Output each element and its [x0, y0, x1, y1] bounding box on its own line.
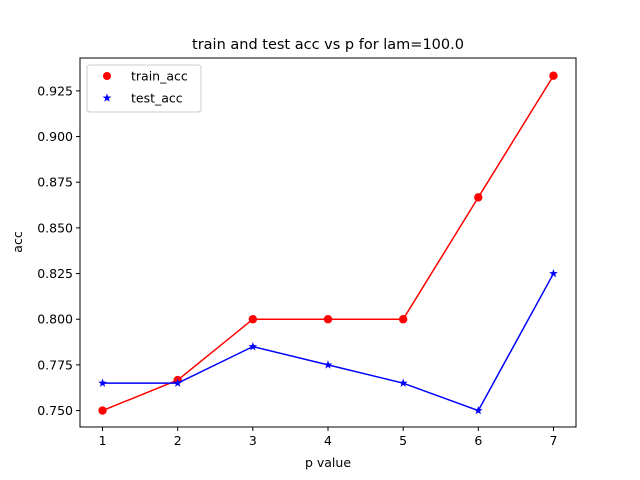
data-point-train-acc — [323, 315, 333, 324]
y-tick-label: 0.875 — [37, 175, 73, 190]
x-tick-label: 4 — [324, 433, 332, 448]
legend: train_acc test_acc — [86, 64, 202, 113]
data-point-test-acc — [173, 378, 183, 387]
data-point-test-acc — [323, 360, 333, 369]
data-point-train-acc — [398, 315, 408, 324]
data-point-test-acc — [549, 268, 558, 278]
x-tick-label: 6 — [474, 433, 482, 448]
legend-marker-test-acc — [102, 93, 112, 102]
y-tick-label: 0.925 — [37, 83, 73, 98]
x-axis-ticks: 1 2 3 4 5 6 7 — [99, 427, 557, 448]
data-point-train-acc — [248, 315, 258, 324]
y-tick-label: 0.800 — [37, 312, 73, 327]
data-point-train-acc — [474, 193, 483, 202]
x-tick-label: 2 — [174, 433, 182, 448]
data-point-test-acc — [398, 378, 408, 387]
legend-box — [86, 64, 202, 113]
x-axis-label: p value — [305, 455, 351, 470]
y-tick-label: 0.750 — [37, 403, 73, 418]
data-point-test-acc — [98, 378, 107, 387]
legend-marker-train-acc — [103, 72, 111, 80]
legend-label-test-acc: test_acc — [131, 91, 183, 106]
y-tick-label: 0.850 — [37, 220, 73, 235]
data-point-train-acc — [98, 406, 107, 415]
x-tick-label: 3 — [249, 433, 257, 448]
chart-title: train and test acc vs p for lam=100.0 — [192, 37, 464, 53]
legend-label-train-acc: train_acc — [131, 69, 188, 84]
series-layer — [98, 71, 558, 415]
y-tick-label: 0.900 — [37, 129, 73, 144]
x-tick-label: 1 — [99, 433, 107, 448]
y-axis-ticks: 0.750 0.775 0.800 0.825 0.850 0.875 0.900 0.925 — [37, 83, 80, 418]
x-tick-label: 5 — [399, 433, 407, 448]
y-tick-label: 0.775 — [37, 357, 73, 372]
plot-area-frame — [79, 57, 577, 428]
data-point-test-acc — [473, 405, 483, 415]
y-tick-label: 0.825 — [37, 266, 73, 281]
data-point-train-acc — [549, 71, 558, 80]
y-axis-label: acc — [10, 231, 25, 253]
series-test-acc — [98, 268, 558, 415]
data-point-test-acc — [248, 342, 258, 351]
x-tick-label: 7 — [549, 433, 557, 448]
